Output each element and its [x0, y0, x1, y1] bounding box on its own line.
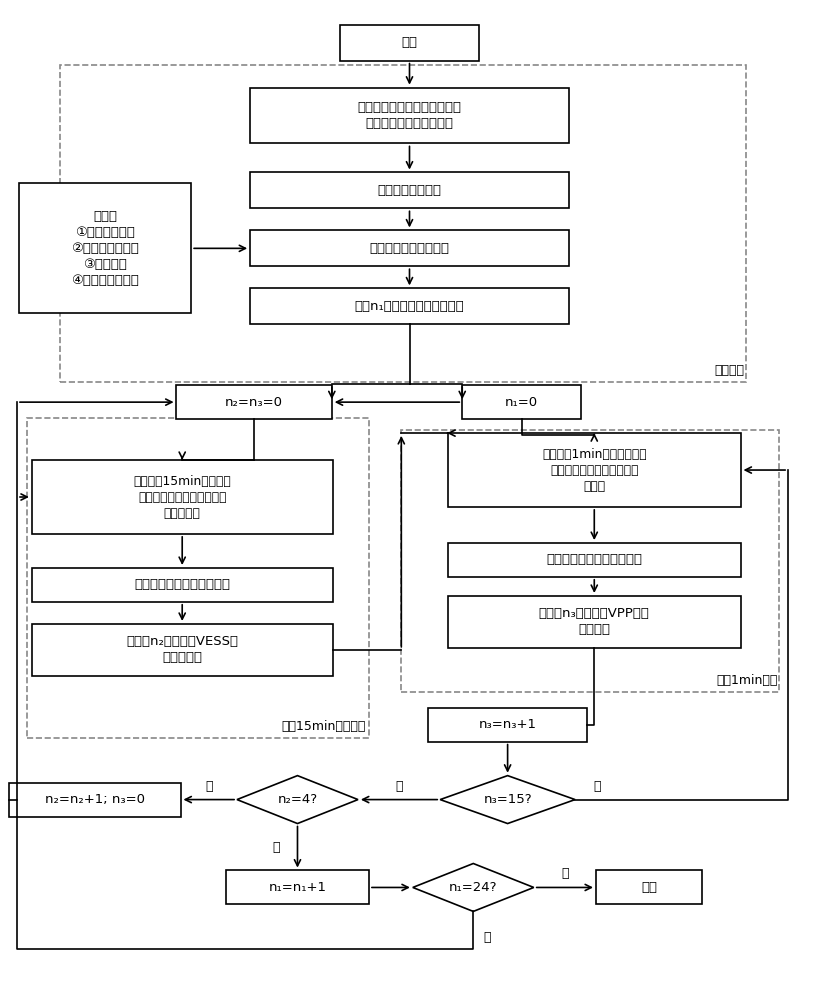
Text: 日内1min调度: 日内1min调度	[716, 674, 777, 687]
Text: n₂=n₃=0: n₂=n₃=0	[225, 396, 283, 409]
Text: 否: 否	[593, 780, 600, 793]
Text: n₁=0: n₁=0	[505, 396, 538, 409]
FancyBboxPatch shape	[250, 288, 569, 324]
Text: 是: 是	[272, 841, 279, 854]
FancyBboxPatch shape	[448, 543, 740, 577]
Text: 目标：联络线功率偏差最小: 目标：联络线功率偏差最小	[546, 553, 642, 566]
Text: 结束: 结束	[641, 881, 657, 894]
Text: n₁=n₁+1: n₁=n₁+1	[269, 881, 327, 894]
FancyBboxPatch shape	[32, 568, 333, 602]
Text: 输入分时电价信息: 输入分时电价信息	[378, 184, 441, 197]
Text: 否: 否	[205, 780, 212, 793]
FancyBboxPatch shape	[9, 783, 180, 817]
Text: 制定第n₃个时段的VPP日内
调度计划: 制定第n₃个时段的VPP日内 调度计划	[539, 607, 649, 636]
Text: n₁=24?: n₁=24?	[449, 881, 497, 894]
Text: 制定第n₂个时段的VESS日
内调度计划: 制定第n₂个时段的VESS日 内调度计划	[126, 635, 238, 664]
Text: 否: 否	[483, 931, 491, 944]
Text: 是: 是	[561, 867, 568, 880]
Polygon shape	[440, 776, 575, 824]
Text: 制定n₁个时段的日前调度计划: 制定n₁个时段的日前调度计划	[355, 300, 464, 313]
Text: n₂=n₂+1; n₃=0: n₂=n₂+1; n₃=0	[45, 793, 145, 806]
Text: 目标：日运行成本最小: 目标：日运行成本最小	[369, 242, 450, 255]
Text: 约束：
①功率平衡约束
②楼宇热平衡约束
③设备约束
④温度舒适度约束: 约束： ①功率平衡约束 ②楼宇热平衡约束 ③设备约束 ④温度舒适度约束	[71, 210, 139, 287]
FancyBboxPatch shape	[32, 624, 333, 676]
FancyBboxPatch shape	[226, 870, 369, 904]
FancyBboxPatch shape	[596, 870, 702, 904]
FancyBboxPatch shape	[340, 25, 479, 61]
FancyBboxPatch shape	[448, 596, 740, 648]
Text: 更新日内1min间隔的负荷、
分布式电源、环境和室内热
源数据: 更新日内1min间隔的负荷、 分布式电源、环境和室内热 源数据	[542, 448, 646, 493]
FancyBboxPatch shape	[448, 433, 740, 507]
Text: 日前调度: 日前调度	[715, 364, 744, 377]
Polygon shape	[237, 776, 358, 824]
Text: 更新日内15min间隔的负
荷、分布式电源、环境和室
内热源数据: 更新日内15min间隔的负 荷、分布式电源、环境和室 内热源数据	[133, 475, 231, 520]
Text: 输入负荷、分布式电源、环境
和室内热源日前预测数据: 输入负荷、分布式电源、环境 和室内热源日前预测数据	[358, 101, 461, 130]
Text: 目标：联络线功率偏差最小: 目标：联络线功率偏差最小	[134, 578, 230, 591]
FancyBboxPatch shape	[250, 172, 569, 208]
Polygon shape	[413, 863, 534, 911]
Text: 是: 是	[396, 780, 403, 793]
Text: n₂=4?: n₂=4?	[278, 793, 318, 806]
FancyBboxPatch shape	[250, 88, 569, 143]
FancyBboxPatch shape	[462, 385, 581, 419]
Text: 日内15min时间调度: 日内15min时间调度	[282, 720, 366, 733]
Text: 开始: 开始	[401, 36, 418, 49]
FancyBboxPatch shape	[32, 460, 333, 534]
FancyBboxPatch shape	[176, 385, 332, 419]
FancyBboxPatch shape	[250, 230, 569, 266]
FancyBboxPatch shape	[20, 183, 191, 313]
FancyBboxPatch shape	[428, 708, 587, 742]
Text: n₃=n₃+1: n₃=n₃+1	[478, 718, 536, 731]
Text: n₃=15?: n₃=15?	[483, 793, 532, 806]
